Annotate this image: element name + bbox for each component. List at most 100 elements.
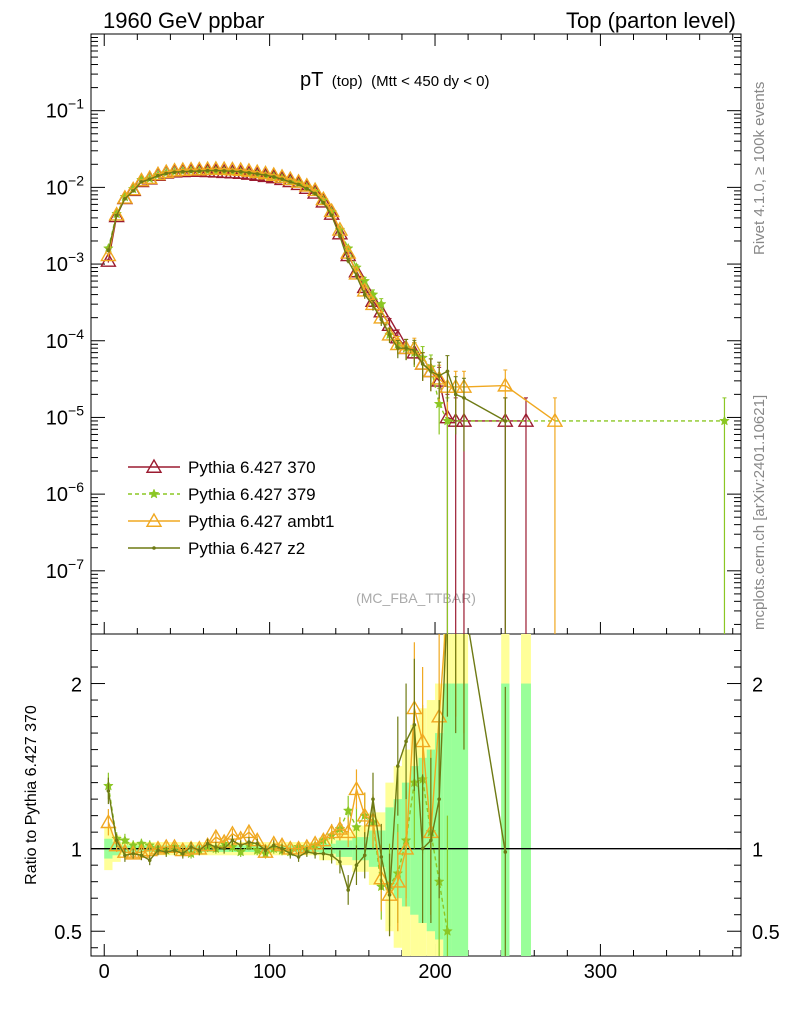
ratio-point [288,851,293,856]
data-point [321,200,326,205]
series-pythia-6-427-ambt1 [100,160,564,634]
legend-entry: Pythia 6.427 z2 [128,539,305,558]
data-point [215,160,233,176]
data-point [354,274,359,278]
ratio-point [131,851,135,856]
data-point [255,172,260,176]
data-point [371,303,375,308]
data-point [290,173,307,188]
ratio-point [251,844,263,855]
data-point [331,225,349,240]
legend-label: Pythia 6.427 370 [188,458,316,477]
band-green [521,683,531,956]
ratio-point [313,851,317,856]
data-point [329,213,334,218]
ratio-y-tick-label-right: 1 [752,840,763,862]
ratio-point [172,848,177,853]
ratio-point [100,813,117,829]
data-point [197,169,202,173]
x-tick-label: 100 [253,961,286,983]
ratio-point [356,807,373,822]
ratio-point [321,851,326,856]
series-pythia-6-427-379 [102,165,730,634]
ratio-point [338,860,342,864]
ratio-point [222,846,226,851]
series-pythia-6-427-z2 [106,168,508,634]
ratio-point [123,853,127,858]
data-point [265,166,282,181]
ratio-point [119,834,131,846]
data-point [172,170,177,174]
ratio-point [348,780,365,796]
axis-tick-labels: 0 100 200 300 10−7 10−6 10−5 10−4 10−3 10−2 10−1 0.… [46,96,780,983]
data-point [191,161,208,176]
band-green [451,683,469,956]
y-tick-label: 10−2 [46,172,84,199]
data-point [207,160,225,175]
data-point [247,170,251,175]
data-point [338,234,342,239]
y-tick-label: 10−4 [46,326,84,353]
data-point [139,180,144,184]
data-point [189,169,193,174]
legend-entry: Pythia 6.427 379 [128,485,316,504]
series-pythia-6-427-370 [100,162,535,634]
data-point [346,259,350,263]
x-tick-label: 300 [584,961,617,983]
data-point [116,189,134,204]
data-point [222,169,226,173]
data-point [313,191,317,196]
plot-title-cut: (Mtt < 450 dy < 0) [371,73,489,90]
ratio-point [351,821,362,832]
ratio-point [214,845,218,849]
ratio-point [305,850,309,854]
data-point [282,170,299,186]
ratio-point [329,853,334,858]
ratio-point [354,863,359,867]
ratio-point [315,831,332,847]
data-point [114,213,119,218]
analysis-watermark: (MC_FBA_TTBAR) [356,590,476,606]
ratio-series-pythia-6-427-z2 [106,634,508,956]
main-panel-data [100,160,730,634]
data-point [108,206,125,221]
data-point [271,175,276,179]
data-point [180,169,185,174]
ratio-point [362,853,367,858]
legend-entry: Pythia 6.427 370 [128,458,316,477]
data-point [396,346,400,350]
data-point [442,415,453,426]
x-tick-label: 200 [418,961,451,983]
data-point [232,161,249,177]
plot-title: pT (top) (Mtt < 450 dy < 0) [300,69,489,91]
data-point [123,196,127,201]
data-point [517,412,535,427]
ratio-point [230,838,235,843]
data-point [257,165,274,180]
ratio-point [412,723,417,727]
ratio-point [147,858,152,863]
data-point [164,171,169,176]
ratio-panel-data [91,634,741,956]
ratio-point [106,789,111,793]
ratio-point [257,843,274,858]
ratio-point [371,797,375,801]
data-point [249,163,266,179]
ratio-point [397,840,415,855]
data-point [315,193,332,208]
data-point [503,419,508,423]
legend-marker [145,512,163,527]
collision-label: 1960 GeV ppbar [103,8,264,33]
ratio-y-tick-label-right: 0.5 [752,922,780,944]
data-point [433,398,445,409]
ratio-point [331,820,349,835]
ratio-point [180,851,185,856]
series-line [107,170,526,422]
mcplots-credit-label: mcplots.cern.ch [arXiv:2401.10621] [751,395,768,630]
ratio-y-tick-label: 1 [71,840,82,862]
legend-label: Pythia 6.427 z2 [188,539,305,558]
data-point [124,181,142,196]
ratio-point [420,846,425,851]
data-point [230,169,235,174]
x-tick-label: 0 [99,961,110,983]
